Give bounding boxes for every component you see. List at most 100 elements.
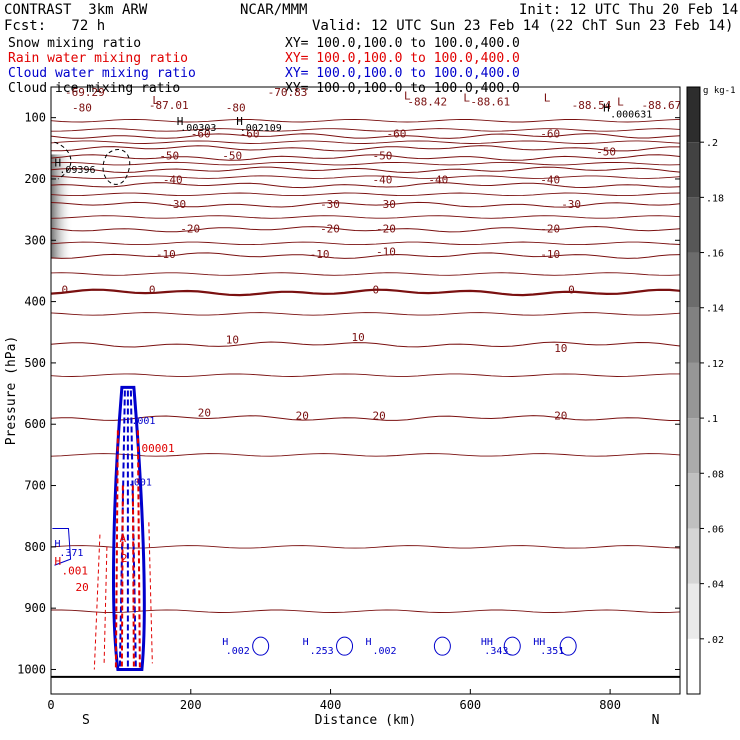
- isotherm-line: [50, 272, 681, 276]
- isotherm-label: -20: [180, 222, 200, 235]
- cloud-water-contour: [52, 527, 72, 566]
- isotherm-line: [50, 154, 681, 161]
- x-tick-label: 0: [47, 698, 54, 712]
- isotherm-label: -60: [540, 127, 560, 140]
- rain-label: .00001: [135, 442, 175, 455]
- isotherm-label: 10: [226, 333, 239, 346]
- legend-cloud-water-xy: XY= 100.0,100.0 to 100.0,400.0: [285, 66, 520, 81]
- isotherm-label: 0: [372, 284, 379, 297]
- legend-cloud-ice: Cloud ice mixing ratio: [8, 81, 181, 96]
- x-end-label-north: N: [652, 713, 660, 728]
- cloud-water-label: .001: [131, 416, 155, 427]
- colorbar-tick-label: .06: [706, 524, 724, 535]
- cloud-water-label: .253: [310, 646, 334, 657]
- isotherm-label: -40: [428, 173, 448, 186]
- isotherm-label: -70.83: [268, 86, 308, 99]
- isotherm-label: -50: [596, 146, 616, 159]
- legend-rain-xy: XY= 100.0,100.0 to 100.0,400.0: [285, 51, 520, 66]
- isotherm-label: -60: [240, 127, 260, 140]
- x-tick-label: 400: [320, 698, 342, 712]
- y-tick-label: 400: [24, 295, 46, 309]
- cloud-water-label: .001: [128, 478, 152, 489]
- isotherm-label: 20: [296, 409, 309, 422]
- isotherm-label: -30: [561, 198, 581, 211]
- isotherm-line: [50, 166, 681, 174]
- colorbar-tick-label: .16: [706, 249, 724, 260]
- y-tick-label: 700: [24, 479, 46, 493]
- isotherm-label: -10: [540, 248, 560, 261]
- isotherm-line: [50, 241, 681, 246]
- x-tick-label: 800: [599, 698, 621, 712]
- isotherm-label: -30: [166, 198, 186, 211]
- isotherm-line: [50, 453, 681, 457]
- isotherm-label: 10: [352, 331, 365, 344]
- legend-snow-xy: XY= 100.0,100.0 to 100.0,400.0: [285, 36, 520, 51]
- y-tick-label: 500: [24, 356, 46, 370]
- isotherm-label: -88.61: [470, 95, 510, 108]
- colorbar-segment: [687, 362, 700, 419]
- colorbar-segment: [687, 528, 700, 584]
- isotherm-line: [50, 415, 680, 421]
- isotherm-line: [51, 145, 680, 152]
- cloud-water-label: .002: [226, 646, 250, 657]
- isotherm-line: [50, 140, 681, 144]
- extremum-marker: L: [152, 94, 159, 107]
- isotherm-line: [50, 128, 681, 132]
- cloud-water-label: HH: [533, 637, 545, 648]
- isotherm-label: -40: [372, 173, 392, 186]
- isotherm-line: [50, 312, 681, 316]
- isotherm-line: [50, 161, 681, 166]
- colorbar-frame: [686, 86, 701, 695]
- rain-label: 20: [75, 581, 88, 594]
- y-tick-label: 1000: [17, 662, 46, 676]
- isotherm-label: 20: [198, 406, 211, 419]
- colorbar-tick-label: .02: [706, 635, 724, 646]
- isotherm-line: [50, 175, 681, 179]
- cloud-water-label: H: [54, 539, 60, 550]
- isotherm-label: -30: [376, 198, 396, 211]
- rain-contour: [93, 522, 153, 670]
- extremum-marker: H: [603, 102, 610, 115]
- y-tick-label: 300: [24, 233, 46, 247]
- extremum-marker: L: [463, 92, 470, 105]
- colorbar-segment: [687, 583, 700, 639]
- colorbar-tick-label: .04: [706, 580, 724, 591]
- isotherm-label: -30: [320, 198, 340, 211]
- cloud-water-contour: [336, 636, 354, 656]
- isotherm-label: -10: [156, 248, 176, 261]
- cloud-water-contour: [433, 636, 451, 656]
- colorbar-segment: [687, 307, 700, 363]
- y-tick-label: 100: [24, 111, 46, 125]
- extremum-marker: H: [177, 115, 184, 128]
- cloud-water-label: .343: [484, 646, 508, 657]
- y-tick-label: 800: [24, 540, 46, 554]
- isotherm-label: 20: [554, 409, 567, 422]
- cloud-water-contour: [112, 385, 146, 671]
- cloud-water-label: H: [222, 637, 228, 648]
- extremum-marker: H: [236, 115, 243, 128]
- cloud-water-contour: [252, 636, 270, 656]
- isotherm-label: -50: [372, 149, 392, 162]
- extremum-marker: L: [617, 95, 624, 108]
- y-tick-label: 900: [24, 601, 46, 615]
- snow-ice-label: .002109: [240, 123, 282, 134]
- plot-frame: [50, 86, 681, 695]
- extremum-marker: H: [54, 157, 61, 170]
- isotherm-label: -80: [226, 102, 246, 115]
- cloud-water-label: H: [366, 637, 372, 648]
- isotherm-label: 0: [149, 284, 156, 297]
- cloud-ice-shading: [51, 154, 73, 259]
- y-tick-label: 200: [24, 172, 46, 186]
- colorbar-tick-label: .08: [706, 469, 724, 480]
- isotherm-label: 20: [372, 409, 385, 422]
- legend-snow: Snow mixing ratio: [8, 36, 142, 51]
- isotherm-label: -10: [310, 248, 330, 261]
- cloud-water-label: .371: [59, 548, 83, 559]
- isotherm-label: -87.01: [149, 99, 189, 112]
- isotherm-label: -20: [376, 222, 396, 235]
- snow-contour: [54, 141, 72, 180]
- colorbar-tick-label: .1: [706, 414, 718, 425]
- isotherm-line: [50, 201, 681, 208]
- rain-label: 2: [121, 552, 128, 565]
